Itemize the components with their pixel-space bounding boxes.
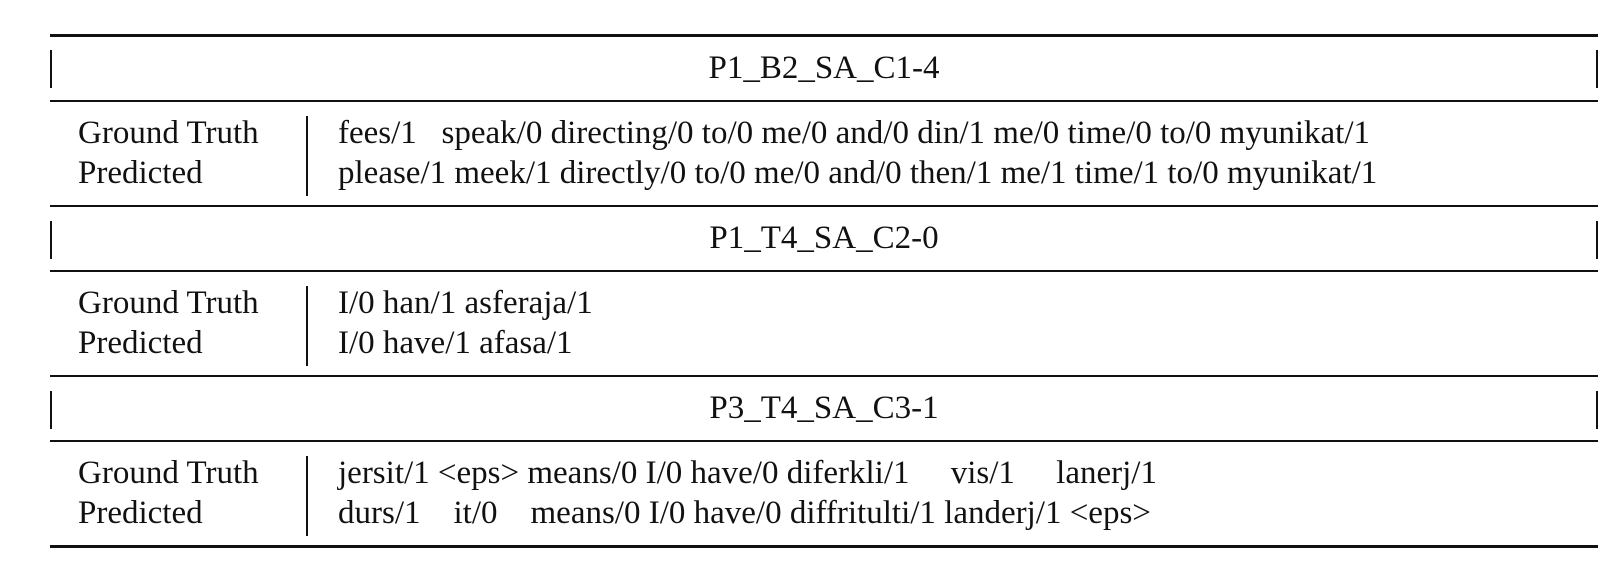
- predicted-label: Predicted: [78, 155, 203, 191]
- column-divider: [306, 456, 308, 536]
- title-right-bar: [1596, 391, 1598, 429]
- section-title: P1_B2_SA_C1-4: [708, 50, 940, 86]
- section-rule: [50, 270, 1598, 272]
- ground-truth-tokens: jersit/1 <eps> means/0 I/0 have/0 diferk…: [338, 455, 1157, 491]
- column-divider: [306, 116, 308, 196]
- predicted-tokens: I/0 have/1 afasa/1: [338, 325, 573, 361]
- predicted-tokens: please/1 meek/1 directly/0 to/0 me/0 and…: [338, 155, 1378, 191]
- title-right-bar: [1596, 50, 1598, 88]
- section-rule: [50, 100, 1598, 102]
- ground-truth-tokens: fees/1 speak/0 directing/0 to/0 me/0 and…: [338, 115, 1370, 151]
- section-title: P1_T4_SA_C2-0: [709, 220, 939, 256]
- section-rule: [50, 440, 1598, 442]
- title-left-bar: [50, 221, 52, 259]
- section-rule: [50, 205, 1598, 207]
- title-left-bar: [50, 50, 52, 88]
- ground-truth-label: Ground Truth: [78, 285, 259, 321]
- section-title: P3_T4_SA_C3-1: [709, 390, 939, 426]
- section-rule: [50, 375, 1598, 377]
- predicted-label: Predicted: [78, 495, 203, 531]
- top-rule: [50, 34, 1598, 37]
- predicted-tokens: durs/1 it/0 means/0 I/0 have/0 diffritul…: [338, 495, 1151, 531]
- title-right-bar: [1596, 221, 1598, 259]
- ground-truth-label: Ground Truth: [78, 115, 259, 151]
- ground-truth-label: Ground Truth: [78, 455, 259, 491]
- bottom-rule: [50, 545, 1598, 548]
- title-left-bar: [50, 391, 52, 429]
- ground-truth-tokens: I/0 han/1 asferaja/1: [338, 285, 593, 321]
- predicted-label: Predicted: [78, 325, 203, 361]
- column-divider: [306, 286, 308, 366]
